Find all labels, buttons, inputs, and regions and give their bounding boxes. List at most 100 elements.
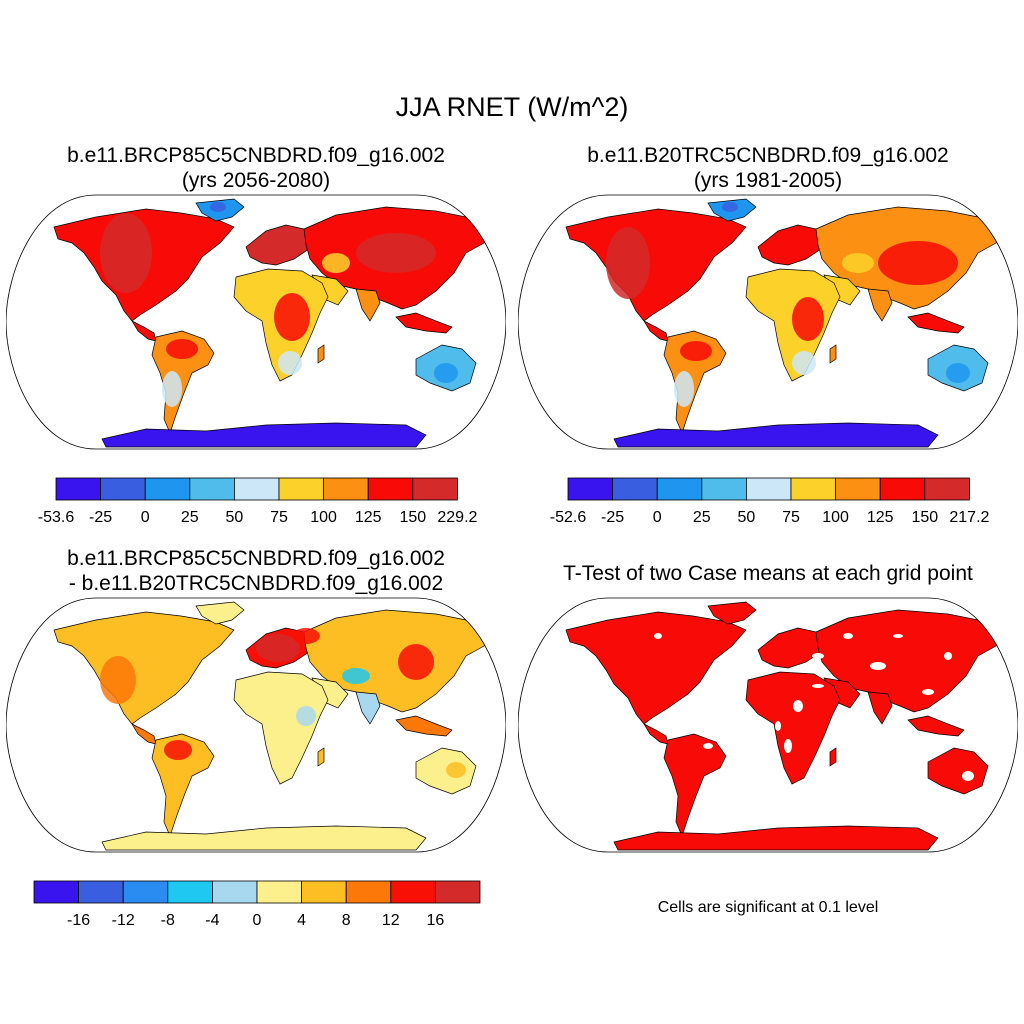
field-patch-australia xyxy=(434,363,458,383)
not-significant-patch xyxy=(812,684,824,688)
colorbar-swatch xyxy=(367,477,414,501)
significance-note: Cells are significant at 0.1 level xyxy=(657,899,879,916)
landmass-greenland xyxy=(707,601,757,625)
field-patch-samerica xyxy=(162,371,182,407)
colorbar-label: 100 xyxy=(822,509,849,526)
landmass-samerica xyxy=(663,330,727,434)
field-patch-namerica xyxy=(100,656,136,704)
colorbar-label: 75 xyxy=(270,509,288,526)
colorbar-swatch xyxy=(701,477,747,501)
colorbar-label: 150 xyxy=(399,509,426,526)
colorbar-swatch xyxy=(390,880,436,904)
landmass-antarctica xyxy=(613,825,939,851)
colorbar-swatch xyxy=(323,477,369,501)
colorbar-label: 12 xyxy=(382,912,400,929)
colorbar-swatch xyxy=(122,880,169,904)
landmass-namerica xyxy=(565,611,747,725)
landmass-europe xyxy=(757,224,829,266)
colorbar-swatch xyxy=(144,477,191,501)
panel-2-title-line1: b.e11.B20TRC5CNBDRD.f09_g16.002 xyxy=(587,144,949,167)
field-patch-australia xyxy=(446,762,466,778)
landmass-australia xyxy=(927,747,989,795)
colorbar-label: -52.6 xyxy=(550,509,587,526)
landmass-samerica xyxy=(151,733,215,837)
field-patch-samerica xyxy=(164,740,192,760)
colorbar-label: 150 xyxy=(911,509,938,526)
landmass-nz xyxy=(1005,378,1015,396)
field-patch-africa xyxy=(792,351,816,375)
colorbar-label: 0 xyxy=(141,509,150,526)
not-significant-patch xyxy=(654,633,662,639)
colorbar-swatch xyxy=(78,880,124,904)
colorbar-swatch xyxy=(278,477,324,501)
colorbar-swatch xyxy=(189,477,235,501)
colorbar-swatch xyxy=(345,880,392,904)
colorbar-swatch xyxy=(612,477,658,501)
colorbar-swatch xyxy=(167,880,213,904)
landmass-greenland xyxy=(195,601,245,625)
panel-2-title-line2: (yrs 1981-2005) xyxy=(693,169,843,192)
not-significant-patch xyxy=(922,689,934,695)
panel-2-title: b.e11.B20TRC5CNBDRD.f09_g16.002 (yrs 198… xyxy=(518,143,1018,193)
figure-title: JJA RNET (W/m^2) xyxy=(395,92,629,122)
colorbar-label: -16 xyxy=(67,912,90,929)
map-frame xyxy=(518,597,1018,853)
colorbar-swatch xyxy=(835,477,881,501)
landmass-india xyxy=(867,288,893,322)
not-significant-patch xyxy=(843,633,853,639)
landmass-seasia xyxy=(395,715,453,737)
field-patch-africa xyxy=(296,706,316,726)
colorbar-label: -53.6 xyxy=(38,509,75,526)
landmass-nz xyxy=(493,781,503,799)
landmass-nz xyxy=(493,378,503,396)
colorbar-difference: -16 -12 -8 -4 0 4 8 12 16 xyxy=(33,880,481,929)
colorbar-label: 25 xyxy=(181,509,199,526)
map-frame xyxy=(518,194,1018,450)
colorbar-label: 50 xyxy=(226,509,244,526)
colorbar-swatch xyxy=(567,477,613,501)
panel-1-title-line2: (yrs 2056-2080) xyxy=(181,169,331,192)
landmass-madagascar xyxy=(317,344,325,364)
colorbar-label: 16 xyxy=(427,912,445,929)
colorbar-label: -4 xyxy=(205,912,219,929)
colorbar-swatch xyxy=(745,477,792,501)
colorbar-label: 229.2 xyxy=(437,509,477,526)
landmass-africa xyxy=(745,671,841,785)
field-patch-europe xyxy=(256,634,300,662)
colorbar-label: 4 xyxy=(297,912,306,929)
field-patch-greenland xyxy=(210,202,226,212)
colorbar-label: 50 xyxy=(738,509,756,526)
panel-3-title-line2: - b.e11.B20TRC5CNBDRD.f09_g16.002 xyxy=(68,572,444,595)
map-frame xyxy=(6,597,506,853)
landmass-antarctica xyxy=(101,825,427,851)
colorbar-swatch xyxy=(879,477,926,501)
field-patch-africa xyxy=(792,297,824,341)
not-significant-patch xyxy=(962,771,974,781)
colorbar-swatch xyxy=(924,477,970,501)
not-significant-patch xyxy=(944,652,952,660)
colorbar-swatch xyxy=(790,477,836,501)
not-significant-patch xyxy=(870,662,886,670)
colorbar-label: 0 xyxy=(653,509,662,526)
field-patch-australia xyxy=(946,363,970,383)
colorbar-swatch xyxy=(100,477,146,501)
landmass-seasia xyxy=(907,715,965,737)
field-patch-asia xyxy=(842,253,874,273)
colorbar-future: -53.6 -25 0 25 50 75 100 125 150 229.2 xyxy=(38,477,478,526)
colorbar-label: 100 xyxy=(310,509,337,526)
field-patch-namerica xyxy=(606,227,650,299)
map-panel-difference xyxy=(6,597,506,853)
field-patch-asia xyxy=(398,644,434,680)
landmass-india xyxy=(355,288,381,322)
landmass-madagascar xyxy=(317,747,325,767)
panel-1-title: b.e11.BRCP85C5CNBDRD.f09_g16.002 (yrs 20… xyxy=(6,143,506,193)
colorbar-swatch xyxy=(33,880,79,904)
colorbar-swatch xyxy=(211,880,258,904)
panel-3-title: b.e11.BRCP85C5CNBDRD.f09_g16.002 - b.e11… xyxy=(6,546,506,596)
not-significant-patch xyxy=(784,739,792,753)
landmass-nz xyxy=(1005,781,1015,799)
landmass-antarctica xyxy=(613,422,939,448)
colorbar-swatch xyxy=(55,477,101,501)
panel-3-title-line1: b.e11.BRCP85C5CNBDRD.f09_g16.002 xyxy=(67,547,445,570)
colorbar-swatch xyxy=(233,477,280,501)
